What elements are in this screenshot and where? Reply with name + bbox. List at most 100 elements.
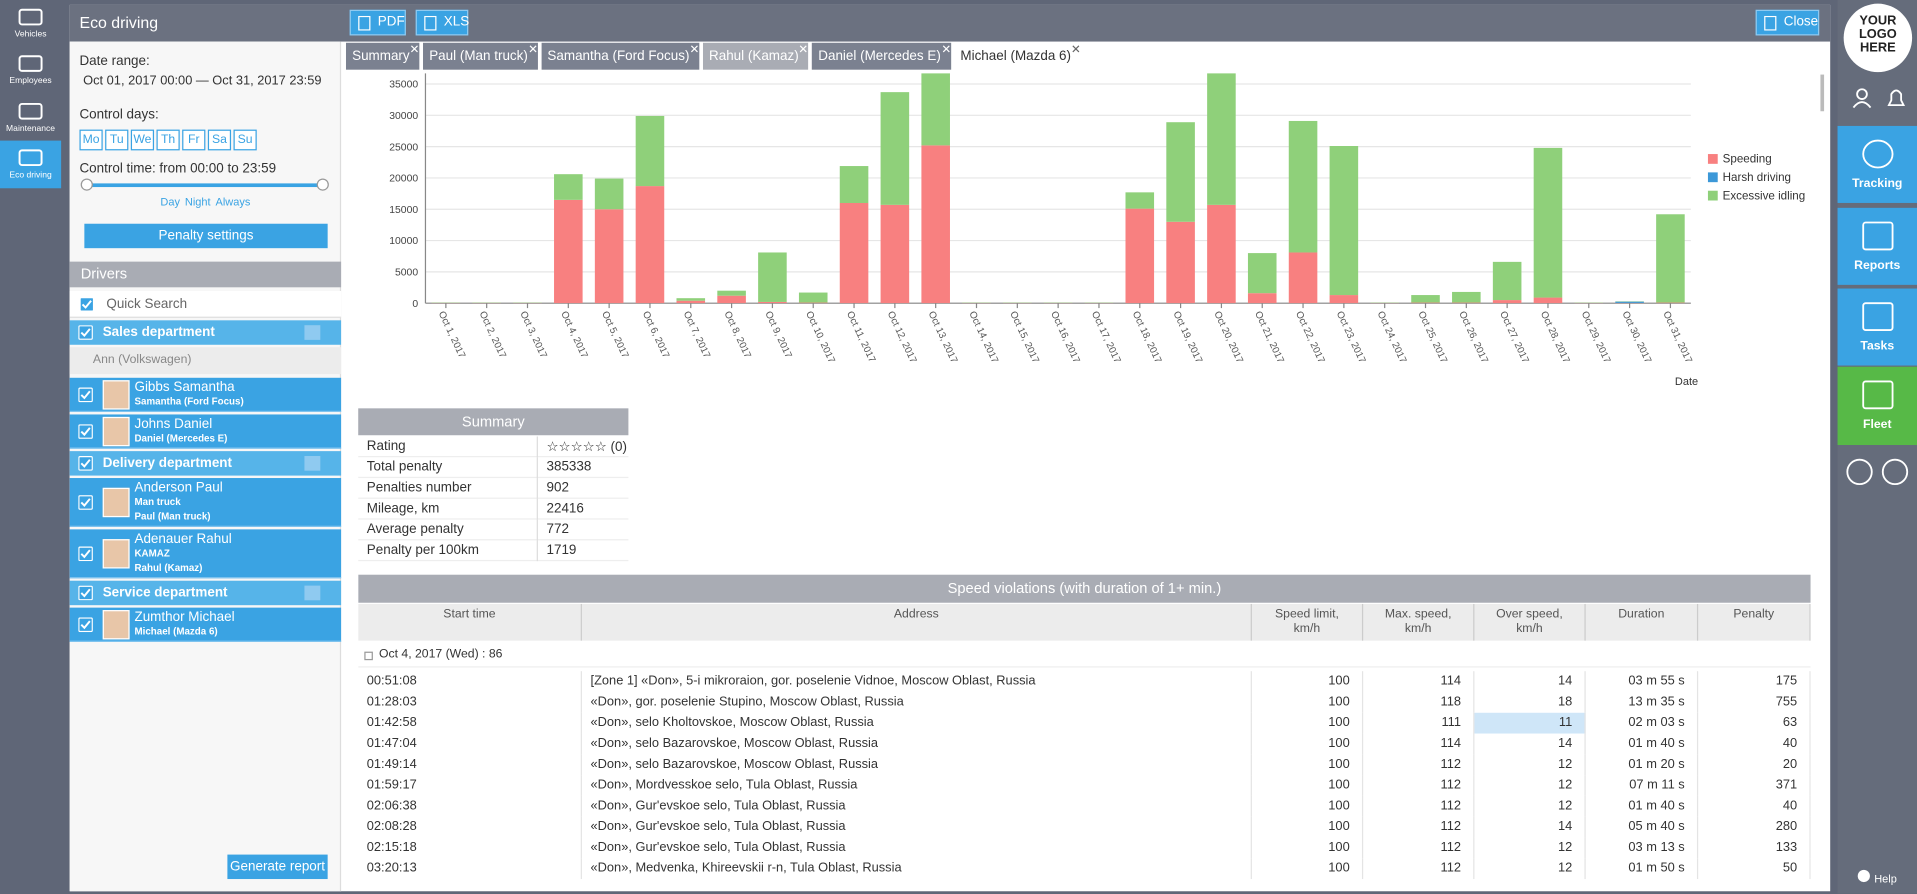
quick-search[interactable]: Quick Search bbox=[69, 290, 342, 318]
day-toggle[interactable]: Mo bbox=[79, 129, 103, 151]
preset-link[interactable]: Day bbox=[160, 195, 181, 208]
nav-item[interactable]: Vehicles bbox=[0, 0, 61, 48]
bar-segment bbox=[1288, 120, 1318, 253]
x-tick-label: Oct 29, 2017 bbox=[1579, 310, 1613, 365]
tab[interactable]: Rahul (Kamaz) bbox=[702, 42, 809, 70]
tab-close bbox=[942, 45, 950, 53]
driver-group[interactable]: Sales department bbox=[69, 320, 342, 345]
collapse-button[interactable] bbox=[304, 585, 321, 601]
nav-item[interactable]: Eco driving bbox=[0, 140, 62, 189]
collapse-button[interactable] bbox=[304, 456, 321, 471]
checkbox[interactable] bbox=[78, 617, 93, 633]
group-row[interactable]: Oct 4, 2017 (Wed) : 86 bbox=[358, 646, 1811, 668]
icon-shape bbox=[1862, 139, 1894, 169]
help-link[interactable]: Help bbox=[1857, 869, 1897, 885]
column-header[interactable]: Over speed, km/h bbox=[1474, 603, 1586, 641]
cell: 100 bbox=[1252, 691, 1364, 713]
checkbox[interactable] bbox=[78, 387, 93, 403]
driver-group[interactable]: Delivery department bbox=[69, 451, 342, 476]
column-header[interactable]: Max. speed, km/h bbox=[1363, 603, 1475, 641]
cell: 112 bbox=[1363, 795, 1475, 817]
violation-row[interactable]: 00:51:08 [Zone 1] «Don», 5-i mikroraion, … bbox=[358, 671, 1811, 692]
xls-button[interactable]: XLS bbox=[415, 9, 469, 36]
tab[interactable]: Michael (Mazda 6) bbox=[954, 42, 1081, 70]
column-header[interactable]: Penalty bbox=[1698, 603, 1811, 641]
driver-row[interactable]: Gibbs Samantha Samantha (Ford Focus) bbox=[69, 377, 342, 413]
column-header-row: Start time Address Speed limit, km/h Max. s… bbox=[358, 603, 1811, 641]
summary-header[interactable]: Summary bbox=[358, 408, 629, 436]
checkbox[interactable] bbox=[78, 325, 93, 340]
driver-detail: Daniel (Mercedes E) bbox=[134, 432, 228, 444]
column-header[interactable]: Speed limit, km/h bbox=[1252, 603, 1364, 641]
driver-row[interactable]: Johns Daniel Daniel (Mercedes E) bbox=[69, 414, 342, 449]
nav-item[interactable]: Maintenance bbox=[0, 94, 61, 142]
pdf-button[interactable]: PDF bbox=[349, 9, 406, 36]
violation-row[interactable]: 01:59:17 «Don», Mordvesskoe selo, Tula Ob… bbox=[358, 775, 1811, 796]
cell: 40 bbox=[1698, 795, 1811, 817]
checkbox[interactable] bbox=[78, 495, 93, 510]
checkbox[interactable] bbox=[78, 585, 93, 601]
violation-row[interactable]: 01:47:04 «Don», selo Bazarovskoe, Moscow … bbox=[358, 733, 1811, 755]
search-placeholder: Quick Search bbox=[106, 297, 188, 312]
tab[interactable]: Summary bbox=[345, 42, 420, 70]
sidebar-item[interactable]: Tasks bbox=[1837, 288, 1917, 366]
violation-row[interactable]: 02:06:38 «Don», Gur'evskoe selo, Tula Obl… bbox=[358, 795, 1811, 817]
bar-segment bbox=[921, 73, 950, 146]
day-toggle[interactable]: Su bbox=[233, 129, 257, 151]
driver-group[interactable]: Service department bbox=[69, 580, 342, 606]
slider-handle[interactable] bbox=[316, 178, 329, 191]
checkbox[interactable] bbox=[78, 424, 93, 439]
preset-link[interactable]: Always bbox=[215, 195, 251, 208]
violation-row[interactable]: 02:15:18 «Don», Gur'evskoe selo, Tula Obl… bbox=[358, 837, 1811, 859]
column-header[interactable]: Duration bbox=[1586, 603, 1699, 641]
preset-link[interactable]: Night bbox=[184, 195, 211, 208]
icon-shape bbox=[18, 8, 43, 26]
bar-segment bbox=[676, 300, 706, 304]
user-icon bbox=[1852, 101, 1872, 109]
bar-segment bbox=[1288, 252, 1318, 304]
day-toggle[interactable]: Fr bbox=[182, 129, 206, 151]
driver-row[interactable]: Adenauer Rahul KAMAZ Rahul (Kamaz) bbox=[69, 529, 342, 579]
generate-report-button[interactable]: Generate report bbox=[227, 854, 328, 880]
column-header[interactable]: Address bbox=[582, 603, 1252, 641]
cell: 01:42:58 bbox=[358, 712, 582, 734]
bar-segment bbox=[635, 186, 665, 304]
day-toggle[interactable]: We bbox=[130, 129, 155, 151]
avatar bbox=[102, 380, 130, 410]
logo: YOUR LOGO HERE bbox=[1843, 3, 1913, 73]
driver-detail: Michael (Mazda 6) bbox=[134, 625, 218, 637]
x-tick-label: Oct 24, 2017 bbox=[1375, 310, 1409, 365]
collapse-button[interactable] bbox=[304, 325, 321, 340]
penalty-settings-button[interactable]: Penalty settings bbox=[84, 223, 328, 249]
nav-item[interactable]: Employees bbox=[0, 46, 61, 94]
label: Control days: bbox=[79, 107, 159, 123]
day-toggle[interactable]: Sa bbox=[207, 129, 232, 151]
sidebar-item[interactable]: Reports bbox=[1837, 207, 1917, 285]
cell: 20 bbox=[1698, 754, 1811, 776]
bar-segment bbox=[1125, 208, 1155, 304]
violation-row[interactable]: 03:20:13 «Don», Medvenka, Khireevskii r-n… bbox=[358, 858, 1811, 880]
slider-handle[interactable] bbox=[80, 178, 93, 191]
column-header[interactable]: Start time bbox=[358, 603, 582, 641]
icon-shape bbox=[18, 55, 43, 72]
tab[interactable]: Samantha (Ford Focus) bbox=[541, 42, 700, 70]
sidebar-item[interactable]: Tracking bbox=[1837, 125, 1917, 203]
violation-row[interactable]: 01:42:58 «Don», selo Kholtovskoe, Moscow … bbox=[358, 712, 1811, 734]
tab[interactable]: Paul (Man truck) bbox=[423, 42, 538, 70]
checkbox[interactable] bbox=[78, 546, 93, 562]
violations-header[interactable]: Speed violations (with duration of 1+ mi… bbox=[358, 574, 1811, 603]
violation-row[interactable]: 01:49:14 «Don», selo Bazarovskoe, Moscow … bbox=[358, 754, 1811, 776]
tab[interactable]: Daniel (Mercedes E) bbox=[812, 42, 951, 70]
x-tick-label: Oct 28, 2017 bbox=[1538, 310, 1572, 365]
driver-row[interactable]: Zumthor Michael Michael (Mazda 6) bbox=[69, 607, 342, 642]
close-button[interactable]: Close bbox=[1755, 9, 1820, 36]
violation-row[interactable]: 01:28:03 «Don», gor. poselenie Stupino, M… bbox=[358, 691, 1811, 713]
driver-row[interactable]: Ann (Volkswagen) bbox=[69, 347, 342, 375]
sidebar-item[interactable]: Fleet bbox=[1837, 366, 1917, 446]
day-toggle[interactable]: Th bbox=[156, 129, 180, 151]
checkbox[interactable] bbox=[78, 456, 93, 471]
day-toggle[interactable]: Tu bbox=[105, 129, 129, 151]
checkbox[interactable] bbox=[79, 297, 95, 312]
driver-row[interactable]: Anderson Paul Man truck Paul (Man truck) bbox=[69, 478, 342, 527]
violation-row[interactable]: 02:08:28 «Don», Gur'evskoe selo, Tula Obl… bbox=[358, 816, 1811, 838]
